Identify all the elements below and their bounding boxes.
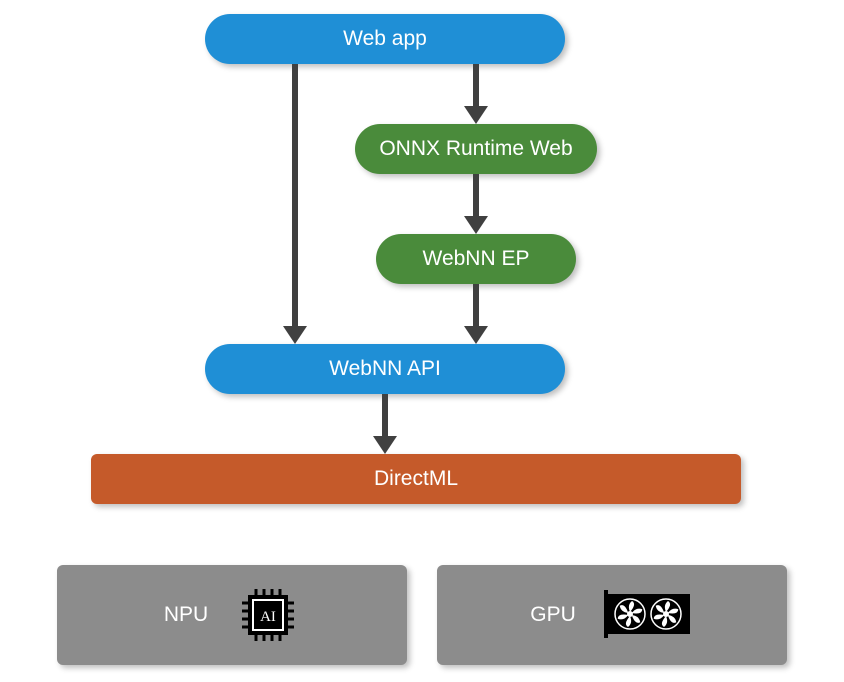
node-gpu: GPU — [437, 565, 787, 665]
ai-chip-icon: AI — [236, 583, 300, 647]
node-label: NPU — [164, 603, 208, 627]
edge-webnnapi-to-directml — [369, 394, 401, 454]
node-label: DirectML — [374, 467, 458, 491]
node-webapp: Web app — [205, 14, 565, 64]
edge-webapp-to-onnx — [460, 64, 492, 124]
edge-onnx-to-webnnep — [460, 174, 492, 234]
node-webnn-api: WebNN API — [205, 344, 565, 394]
node-npu: NPU AI — [57, 565, 407, 665]
node-label: GPU — [530, 603, 576, 627]
node-label: WebNN EP — [423, 247, 530, 271]
node-onnx-runtime-web: ONNX Runtime Web — [355, 124, 597, 174]
node-label: Web app — [343, 27, 427, 51]
edge-webapp-to-webnnapi — [279, 64, 311, 344]
gpu-card-icon — [604, 588, 694, 642]
svg-text:AI: AI — [260, 609, 276, 625]
edge-webnnep-to-webnnapi — [460, 284, 492, 344]
node-webnn-ep: WebNN EP — [376, 234, 576, 284]
node-label: ONNX Runtime Web — [379, 137, 572, 161]
node-label: WebNN API — [329, 357, 441, 381]
node-directml: DirectML — [91, 454, 741, 504]
